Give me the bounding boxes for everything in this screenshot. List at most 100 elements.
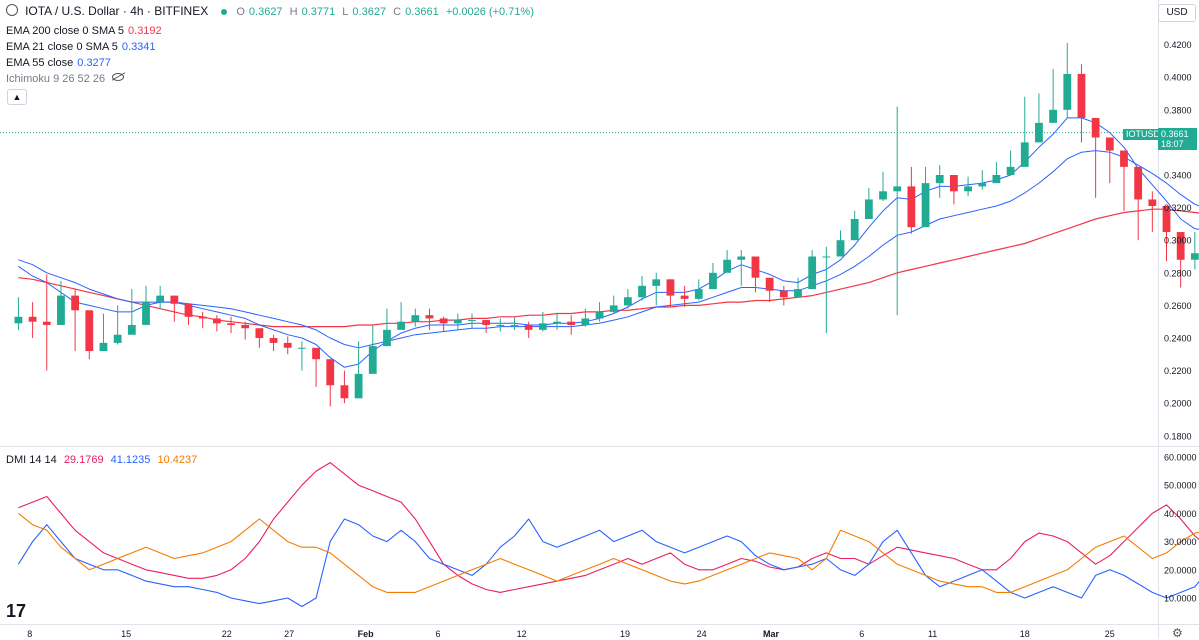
candle-body [1091,117,1100,138]
change-value: +0.0026 (+0.71%) [445,6,534,18]
eye-hidden-icon[interactable] [111,72,126,81]
chart-header: IOTA / U.S. Dollar · 4h · BITFINEX O 0.36… [6,4,538,19]
candle-body [425,315,434,319]
candle-body [1063,73,1072,110]
candle-body [680,295,689,299]
symbol-title[interactable]: IOTA / U.S. Dollar · 4h · BITFINEX [25,4,209,18]
candle-body [340,385,349,399]
ichimoku-label: Ichimoku 9 26 52 26 [6,73,106,85]
candle-body [864,199,873,220]
candle-body [992,175,1001,184]
candle-body [184,303,193,317]
price-tick-label: 0.4000 [1164,73,1192,83]
candle-body [964,186,972,192]
ema200-label: EMA 200 close 0 SMA 5 [6,25,125,37]
low-value: 0.3627 [352,6,387,18]
dmi-tick-label: 20.0000 [1164,565,1197,575]
symbol-tag: IOTUSD [1123,129,1164,140]
high-value: 0.3771 [301,6,336,18]
candle-body [156,295,165,303]
ema200-line [18,208,1199,328]
candle-body [383,329,391,347]
ema55-legend[interactable]: EMA 55 close 0.3277 [6,56,115,70]
candle-body [1148,199,1157,206]
price-tick-label: 0.2400 [1164,334,1192,344]
candle-body [737,256,746,260]
candle-body [822,256,831,258]
candle-body [312,347,320,360]
candle-body [411,315,420,322]
candle-body [1077,73,1086,118]
candle-body [751,256,760,278]
settings-icon[interactable]: ⚙ [1172,626,1183,640]
candle-body [113,334,122,343]
time-tick-label: 6 [435,629,440,639]
price-tick-label: 0.2800 [1164,268,1192,278]
candle-body [638,285,646,298]
time-tick-label: 8 [27,629,32,639]
ema55-label: EMA 55 close [6,57,74,69]
time-tick-label: 22 [222,629,232,639]
tradingview-logo[interactable]: 17 [6,601,27,621]
candle-body [836,240,845,257]
time-tick-label: Feb [358,629,375,639]
candle-body [397,321,406,330]
candle-body [42,321,51,325]
candle-body [1134,166,1143,200]
price-tick-label: 0.2600 [1164,301,1192,311]
price-tick-label: 0.2000 [1164,399,1192,409]
candle-body [723,259,732,273]
candle-body [609,305,618,312]
candle-body [99,342,108,352]
candle-body [808,256,817,290]
price-tick-label: 0.1800 [1164,431,1192,441]
dmi-minus-value: 41.1235 [110,454,151,466]
candle-body [624,297,632,306]
time-tick-label: 18 [1020,629,1030,639]
candle-body [85,310,94,352]
ema21-legend[interactable]: EMA 21 close 0 SMA 5 0.3341 [6,40,160,54]
candle-body [170,295,179,304]
candle-body [921,183,930,228]
candle-body [510,324,519,326]
candle-body [326,359,335,386]
dmi-minus-line [17,518,1199,608]
last-price-tag: 0.3661 18:07 [1158,128,1197,150]
dmi-lines [17,462,1199,608]
candle-body [142,302,150,325]
dmi-tick-label: 50.0000 [1164,481,1197,491]
candle-body [482,320,491,325]
candle-body [496,324,505,326]
currency-selector[interactable]: USD [1158,4,1196,22]
candle-body [453,320,462,324]
ichimoku-legend[interactable]: Ichimoku 9 26 52 26 [6,72,128,86]
candle-body [1020,142,1029,167]
candle-body [255,328,264,338]
candle-body [1105,137,1114,151]
collapse-legend-button[interactable]: ▲ [7,89,27,105]
candle-body [907,186,916,228]
candle-body [694,289,703,299]
candle-body [127,324,136,335]
price-tick-label: 0.3400 [1164,171,1192,181]
dmi-legend[interactable]: DMI 14 14 29.1769 41.1235 10.4237 [6,453,201,467]
time-tick-label: 24 [697,629,707,639]
candle-body [581,318,590,325]
open-value: 0.3627 [248,6,283,18]
candle-body [524,324,533,330]
candle-body [879,191,887,200]
chart-icon [6,4,18,16]
candle-body [368,346,377,374]
open-label: O [236,6,245,18]
candle-body [468,320,476,322]
time-tick-label: 25 [1105,629,1115,639]
candle-body [893,186,902,192]
time-tick-label: 6 [859,629,864,639]
ema200-legend[interactable]: EMA 200 close 0 SMA 5 0.3192 [6,24,166,38]
candle-body [779,290,788,298]
axes: 0.42000.40000.38000.36000.34000.32000.30… [27,40,1196,639]
low-label: L [342,6,349,18]
candle-body [1049,109,1058,123]
candle-body [198,316,207,319]
